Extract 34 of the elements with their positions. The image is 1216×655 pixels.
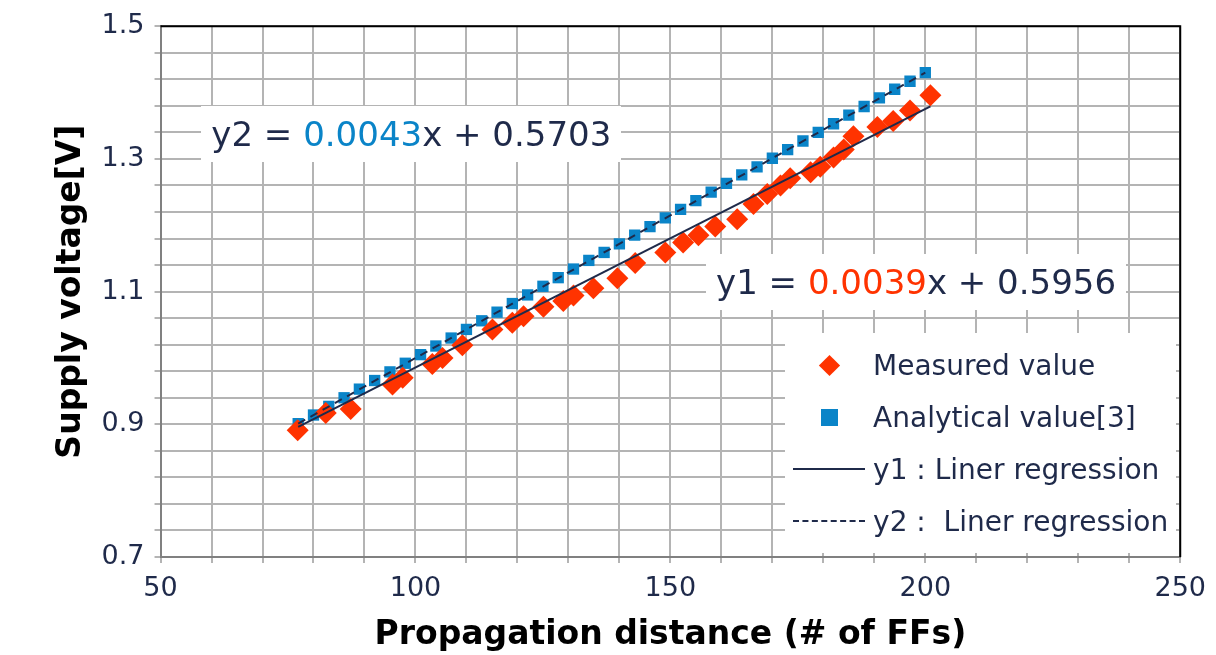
y-tick-label: 1.3 [101,140,145,172]
x-tick-label: 250 [1154,571,1207,603]
x-tick-label: 50 [143,571,178,603]
annotation: y1 = 0.0039x + 0.5956 [706,254,1127,311]
y-tick-label: 1.5 [101,8,145,40]
point [606,267,629,290]
x-tick-label: 100 [389,571,442,603]
point [672,231,695,254]
point [567,263,580,275]
legend-label: Analytical value[3] [873,400,1136,434]
point [842,125,865,148]
y-tick-label: 0.7 [101,539,145,571]
annotation: y2 = 0.0043x + 0.5703 [201,105,622,162]
y-tick-label: 1.1 [101,273,145,305]
point [582,277,605,300]
x-tick-label: 200 [899,571,952,603]
point [562,284,585,307]
x-axis-title: Propagation distance (# of FFs) [374,612,967,652]
legend-label: y2 : Liner regression [873,504,1169,538]
point [742,193,765,216]
y-tick-label: 0.9 [101,406,145,438]
y-axis-title: Supply voltage[V] [49,124,89,459]
point [919,84,942,107]
point [339,398,362,421]
legend-label: y1 : Liner regression [873,452,1160,486]
point [704,215,727,238]
point [644,220,656,233]
point [687,224,710,247]
point [726,208,749,231]
point [866,116,889,139]
point [654,241,677,264]
x-tick-label: 150 [644,571,697,603]
legend-label: Measured value [873,348,1096,382]
point [286,419,309,442]
